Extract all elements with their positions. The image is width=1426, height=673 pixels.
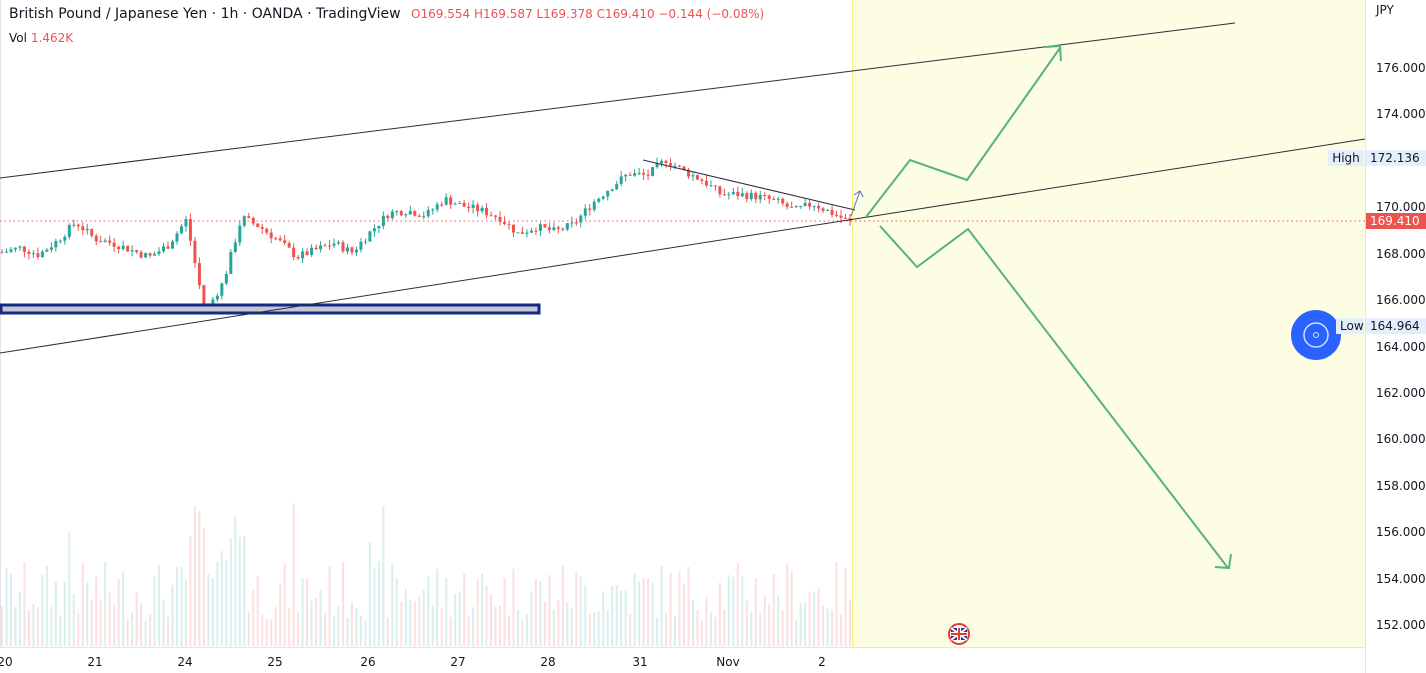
- high-price-tag: 172.136: [1366, 150, 1426, 166]
- change-value: −0.144 (−0.08%): [658, 7, 765, 21]
- channel-upper-line[interactable]: [0, 22, 1236, 179]
- bearish-projection-arrow[interactable]: [879, 225, 1232, 570]
- symbol-title[interactable]: British Pound / Japanese Yen: [9, 6, 208, 22]
- breakout-arrow-icon: [850, 190, 864, 217]
- close-value: 169.410: [604, 7, 655, 21]
- triangle-upper-line[interactable]: [642, 159, 856, 211]
- high-label: H: [473, 7, 483, 21]
- currency-label: JPY: [1376, 3, 1394, 17]
- low-price-tag: 164.964: [1366, 318, 1426, 334]
- high-label-tag: High: [1328, 150, 1364, 166]
- price-tick: 152.000: [1376, 618, 1426, 632]
- time-tick: 31: [632, 655, 648, 669]
- crosshair-snap-button[interactable]: [1291, 310, 1341, 360]
- time-tick: 25: [267, 655, 283, 669]
- time-tick: 2: [818, 655, 826, 669]
- volume-bars: [1, 503, 851, 646]
- interval[interactable]: 1h: [220, 6, 239, 22]
- price-tick: 164.000: [1376, 339, 1426, 354]
- volume-value: 1.462K: [30, 31, 74, 45]
- open-value: 169.554: [420, 7, 471, 21]
- time-tick: 28: [540, 655, 556, 669]
- price-tick: 160.000: [1376, 432, 1426, 447]
- price-tick: 168.000: [1376, 246, 1426, 261]
- volume-legend: Vol 1.462K: [9, 31, 73, 45]
- channel-lower-line[interactable]: [0, 138, 1366, 354]
- low-label-tag: Low: [1336, 318, 1364, 334]
- time-tick: 21: [87, 655, 103, 669]
- price-tick: 156.000: [1376, 525, 1426, 540]
- price-tick: 176.000: [1376, 61, 1426, 75]
- bullish-projection-arrow[interactable]: [865, 44, 1062, 218]
- time-tick: 26: [360, 655, 376, 669]
- price-tick: 158.000: [1376, 478, 1426, 493]
- volume-label: Vol: [9, 31, 27, 45]
- uk-event-flag-icon[interactable]: [948, 623, 970, 645]
- price-tick: 170.000: [1376, 200, 1426, 215]
- price-tick: 154.000: [1376, 571, 1426, 586]
- chart-legend: British Pound / Japanese Yen · 1h · OAND…: [9, 6, 764, 22]
- time-tick: Nov: [716, 655, 740, 669]
- separator: ·: [307, 6, 316, 22]
- exchange: OANDA: [251, 6, 303, 22]
- low-value: 169.378: [543, 7, 593, 21]
- price-tick: 174.000: [1376, 107, 1426, 122]
- close-label: C: [596, 7, 605, 21]
- price-tick: 166.000: [1376, 293, 1426, 308]
- last-price-tag: 169.410: [1366, 213, 1426, 229]
- open-label: O: [411, 7, 421, 21]
- projection-zone: [852, 0, 1365, 647]
- support-zone[interactable]: [0, 303, 541, 315]
- high-value: 169.587: [482, 7, 533, 21]
- price-tick: 162.000: [1376, 385, 1426, 400]
- time-tick: 20: [0, 655, 13, 669]
- time-tick: 24: [177, 655, 193, 669]
- separator: ·: [242, 6, 252, 22]
- ohlc-values: O169.554 H169.587 L169.378 C169.410 −0.1…: [411, 7, 764, 21]
- separator: ·: [211, 6, 221, 22]
- time-tick: 27: [450, 655, 466, 669]
- source: TradingView: [316, 6, 401, 22]
- candlesticks: [0, 157, 852, 315]
- low-label: L: [536, 7, 544, 21]
